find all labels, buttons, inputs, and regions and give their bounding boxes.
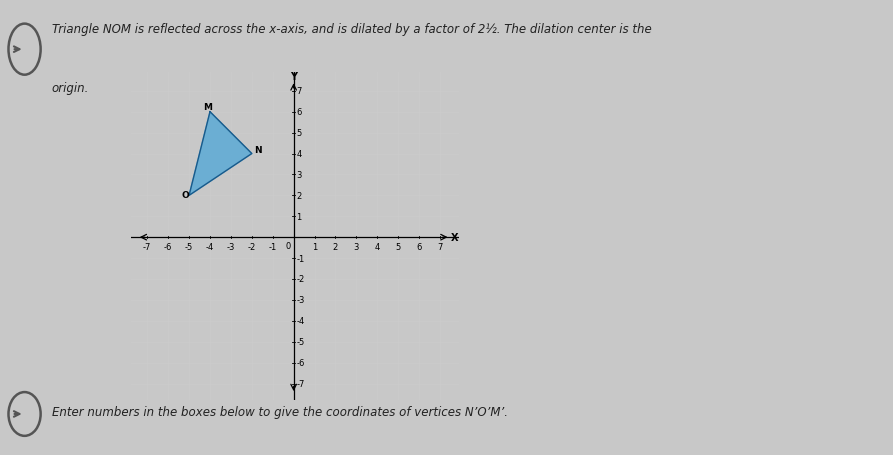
Text: M: M [203,102,212,111]
Text: -3: -3 [296,296,305,305]
Text: -6: -6 [164,243,172,252]
Text: -1: -1 [269,243,277,252]
Text: 6: 6 [416,243,421,252]
Text: -1: -1 [296,254,305,263]
Text: 0: 0 [286,242,291,251]
Text: -5: -5 [185,243,193,252]
Text: 5: 5 [296,129,302,138]
Text: 3: 3 [296,171,302,180]
Text: N: N [255,146,262,155]
Text: Enter numbers in the boxes below to give the coordinates of vertices N’O’M’.: Enter numbers in the boxes below to give… [52,405,508,418]
Text: 1: 1 [296,212,302,221]
Text: 5: 5 [396,243,401,252]
Polygon shape [189,112,252,196]
Text: -6: -6 [296,359,305,367]
Text: 3: 3 [354,243,359,252]
Text: origin.: origin. [52,82,89,95]
Text: 2: 2 [333,243,338,252]
Text: 6: 6 [296,108,302,117]
Text: -2: -2 [296,275,305,284]
Text: 4: 4 [375,243,380,252]
Text: -2: -2 [247,243,256,252]
Text: -4: -4 [296,317,305,326]
Text: -4: -4 [206,243,214,252]
Text: -7: -7 [143,243,152,252]
Text: X: X [451,233,458,243]
Text: 7: 7 [296,87,302,96]
Text: -3: -3 [227,243,235,252]
Text: 7: 7 [438,243,443,252]
Text: -5: -5 [296,338,305,346]
Text: -7: -7 [296,379,305,388]
Text: 4: 4 [296,150,302,159]
Text: 1: 1 [312,243,317,252]
Text: Triangle NOM is reflected across the x-axis, and is dilated by a factor of 2½. T: Triangle NOM is reflected across the x-a… [52,23,652,36]
Text: 2: 2 [296,192,302,200]
Text: O: O [182,191,189,200]
Text: Y: Y [290,72,297,82]
